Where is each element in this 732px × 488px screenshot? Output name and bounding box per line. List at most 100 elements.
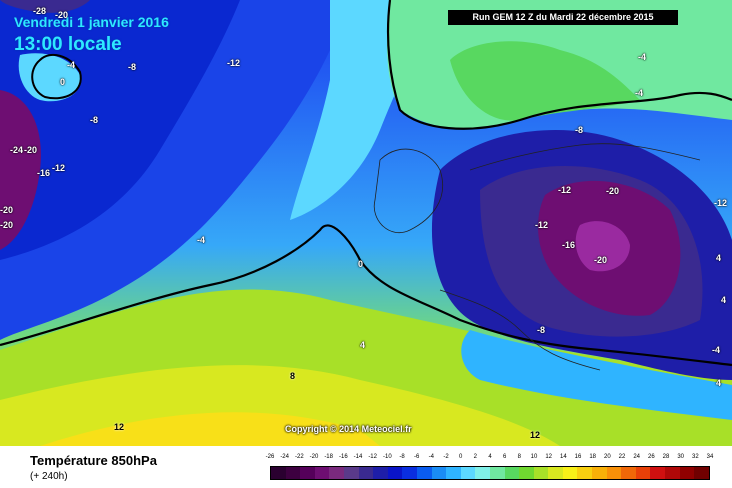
contour-label: -28: [33, 6, 47, 16]
scale-swatch: [504, 467, 520, 479]
scale-swatch: [402, 467, 417, 479]
scale-tick-label: 8: [517, 454, 521, 460]
contour-label: -12: [227, 58, 241, 68]
med-mild-strip: [461, 330, 732, 420]
scale-swatch: [592, 467, 607, 479]
scale-tick-label: 18: [589, 454, 596, 460]
contour-label: 4: [716, 378, 722, 388]
contour-label: -24: [10, 145, 24, 155]
contour-label: -4: [197, 235, 206, 245]
scale-tick-label: 2: [473, 454, 477, 460]
scale-swatch: [343, 467, 359, 479]
run-info: Run GEM 12 Z du Mardi 22 décembre 2015: [448, 10, 678, 25]
scale-swatch: [271, 467, 286, 479]
temperature-map: Vendredi 1 janvier 2016 13:00 locale Run…: [0, 0, 732, 446]
legend-footer: Température 850hPa (+ 240h) -26 -24 -22 -20…: [0, 446, 732, 488]
contour-label: -12: [52, 163, 66, 173]
scale-swatch: [694, 467, 709, 479]
contour-label: -8: [575, 125, 584, 135]
scale-tick-label: -18: [324, 454, 333, 460]
color-scale-bar: [270, 466, 710, 480]
scale-tick-label: 32: [691, 454, 699, 460]
scale-tick-label: -6: [413, 454, 420, 460]
contour-label: 4: [360, 340, 366, 350]
scale-tick-label: 4: [488, 454, 492, 460]
scale-swatch: [329, 467, 344, 479]
scale-swatch: [489, 467, 505, 479]
scale-tick-label: 30: [677, 454, 684, 460]
contour-label: -8: [128, 62, 137, 72]
contour-label: -8: [537, 325, 546, 335]
contour-label: -12: [714, 198, 728, 208]
contour-label: 4: [716, 253, 722, 263]
contour-label: -8: [90, 115, 99, 125]
north-purple: [0, 0, 90, 13]
contour-label: -4: [638, 52, 647, 62]
contour-label: -4: [712, 345, 721, 355]
contour-label: -12: [558, 185, 572, 195]
scale-tick-label: 24: [633, 454, 640, 460]
contour-label: -16: [37, 168, 51, 178]
scale-swatch: [562, 467, 578, 479]
scale-swatch: [387, 467, 403, 479]
scale-swatch: [358, 467, 374, 479]
contour-label: -16: [562, 240, 576, 250]
scale-tick-label: 10: [530, 454, 538, 460]
scale-tick-label: -26: [265, 454, 275, 460]
scale-tick-label: 0: [458, 454, 463, 460]
scale-swatch: [373, 467, 388, 479]
scale-tick-label: 22: [618, 454, 626, 460]
scale-swatch: [519, 467, 534, 479]
scale-swatch: [446, 467, 461, 479]
scale-tick-label: -2: [443, 454, 449, 460]
lead-time: (+ 240h): [30, 471, 68, 482]
scale-swatch: [635, 467, 651, 479]
zero-isotherm-north: [386, 0, 732, 130]
scale-tick-label: -24: [280, 454, 289, 460]
contour-label: 4: [721, 295, 727, 305]
valid-date: Vendredi 1 janvier 2016: [14, 14, 169, 30]
scale-swatch: [621, 467, 636, 479]
scale-swatch: [475, 467, 490, 479]
warm-belt-core: [40, 412, 380, 446]
zero-isotherm-south: [0, 224, 732, 367]
scale-swatch: [300, 467, 315, 479]
scale-tick-label: -20: [309, 454, 319, 460]
contour-label: -20: [55, 10, 69, 20]
scale-tick-label: 6: [502, 454, 507, 460]
scale-swatch: [577, 467, 593, 479]
scale-tick-label: 26: [647, 454, 655, 460]
zero-isotherm-greenland: [31, 53, 82, 100]
scale-tick-label: -12: [368, 454, 377, 460]
scale-tick-label: 20: [603, 454, 611, 460]
scale-swatch: [416, 467, 432, 479]
contour-label: 0: [60, 77, 66, 87]
scale-swatch: [606, 467, 622, 479]
scale-swatch: [460, 467, 476, 479]
contour-label: -4: [67, 60, 76, 70]
scale-swatch: [650, 467, 666, 479]
contour-label: -20: [0, 205, 14, 215]
parameter-title: Température 850hPa: [30, 453, 157, 468]
scale-tick-label: 14: [559, 454, 567, 460]
contour-label: -20: [24, 145, 38, 155]
scale-labels: -26 -24 -22 -20 -18 -16 -14 -12 -10 -8 -6 -4 -2 0 2 4 6 8…: [266, 454, 714, 464]
contour-label: 0: [358, 259, 364, 269]
contour-label: -12: [535, 220, 549, 230]
scale-swatch: [314, 467, 330, 479]
scale-swatch: [285, 467, 301, 479]
scale-tick-label: -22: [294, 454, 304, 460]
contour-label: -20: [594, 255, 608, 265]
valid-time: 13:00 locale: [14, 34, 122, 55]
scale-swatch: [431, 467, 447, 479]
scale-swatch: [665, 467, 680, 479]
scale-tick-label: 34: [706, 454, 714, 460]
scale-tick-label: -10: [382, 454, 392, 460]
scale-tick-label: 12: [545, 454, 552, 460]
east-magenta-center: [575, 221, 630, 272]
contour-label: -20: [606, 186, 620, 196]
contour-label: 8: [290, 371, 296, 381]
scale-swatch: [679, 467, 695, 479]
scale-tick-label: 16: [574, 454, 582, 460]
scale-swatch: [548, 467, 563, 479]
